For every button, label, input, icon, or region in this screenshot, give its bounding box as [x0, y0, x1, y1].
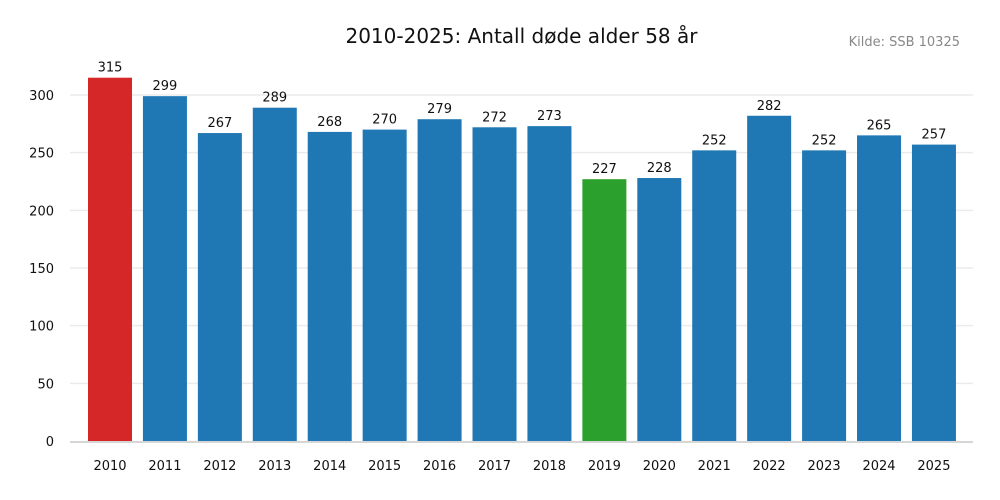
x-tick-label: 2014	[313, 459, 346, 474]
x-tick-label: 2018	[533, 459, 566, 474]
chart-title: 2010-2025: Antall døde alder 58 år	[345, 24, 698, 48]
y-tick-label: 100	[29, 320, 54, 335]
x-tick-label: 2019	[588, 459, 621, 474]
x-tick-label: 2016	[423, 459, 456, 474]
source-label: Kilde: SSB 10325	[848, 35, 960, 50]
bar-2016	[417, 119, 462, 441]
bar-2015	[362, 129, 407, 441]
bar-2020	[637, 178, 682, 442]
data-label: 282	[757, 99, 782, 114]
y-tick-label: 50	[37, 377, 54, 392]
bar-2021	[692, 150, 737, 442]
data-label: 228	[647, 161, 672, 176]
bar-2024	[857, 135, 902, 441]
data-label: 265	[867, 118, 892, 133]
bar-2011	[142, 96, 187, 442]
x-tick-label: 2025	[917, 459, 950, 474]
x-tick-label: 2021	[698, 459, 731, 474]
data-label: 257	[922, 128, 947, 143]
data-label: 252	[812, 133, 837, 148]
x-tick-label: 2022	[753, 459, 786, 474]
x-tick-label: 2015	[368, 459, 401, 474]
bar-2013	[252, 107, 297, 441]
data-label: 267	[207, 116, 232, 131]
x-tick-label: 2020	[643, 459, 676, 474]
y-tick-label: 0	[46, 435, 54, 450]
y-tick-label: 250	[29, 147, 54, 162]
data-label: 252	[702, 133, 727, 148]
bar-2023	[802, 150, 847, 442]
bar-2018	[527, 126, 572, 441]
bar-2012	[197, 133, 242, 441]
bar-2014	[307, 131, 352, 441]
y-tick-label: 200	[29, 204, 54, 219]
bar-2025	[911, 144, 956, 442]
bar-2010	[88, 77, 132, 441]
x-tick-label: 2024	[862, 459, 895, 474]
data-label: 270	[372, 113, 397, 128]
y-tick-label: 150	[29, 262, 54, 277]
bar-2017	[472, 127, 517, 441]
data-label: 279	[427, 102, 452, 117]
bar-2022	[747, 115, 792, 441]
data-label: 273	[537, 109, 562, 124]
x-tick-label: 2010	[93, 459, 126, 474]
x-tick-label: 2012	[203, 459, 236, 474]
data-label: 315	[98, 61, 123, 76]
x-tick-label: 2011	[148, 459, 181, 474]
data-label: 227	[592, 162, 617, 177]
x-tick-label: 2017	[478, 459, 511, 474]
bar-2019	[582, 179, 627, 441]
data-label: 299	[153, 79, 178, 94]
x-tick-label: 2013	[258, 459, 291, 474]
x-tick-label: 2023	[808, 459, 841, 474]
y-tick-label: 300	[29, 89, 54, 104]
data-label: 289	[262, 91, 287, 106]
data-label: 272	[482, 110, 507, 125]
data-label: 268	[317, 115, 342, 130]
